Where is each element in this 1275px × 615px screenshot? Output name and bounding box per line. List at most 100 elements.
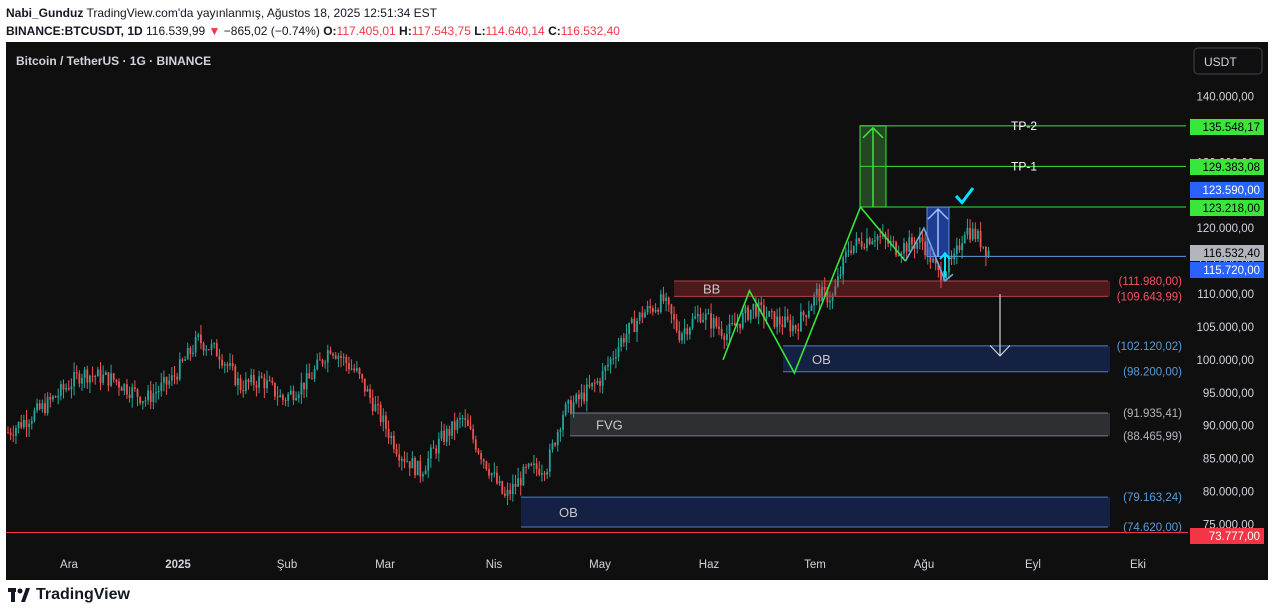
candle-body — [511, 483, 514, 495]
candle-body — [57, 395, 60, 398]
time-tick: Nis — [486, 559, 503, 571]
candle-body — [22, 419, 25, 428]
candle-body — [892, 241, 895, 243]
candle-body — [895, 241, 897, 256]
candle-body — [107, 372, 110, 386]
close-label: C: — [548, 24, 561, 38]
candle-body — [289, 390, 292, 395]
candle-body — [311, 378, 313, 380]
high-value: 117.543,75 — [411, 24, 471, 38]
candle-body — [250, 375, 253, 383]
candle-body — [562, 415, 564, 430]
candle-body — [905, 243, 908, 252]
price-tag-bg — [1190, 245, 1264, 261]
candle-body — [110, 373, 112, 386]
candle-body — [305, 373, 308, 390]
candle-body — [482, 459, 485, 462]
price-axis[interactable]: 140.000,00130.000,00120.000,00115.000,00… — [1188, 42, 1268, 554]
candle-body — [453, 421, 456, 430]
candle-body — [630, 318, 633, 323]
candle-body — [874, 240, 876, 242]
candle-body — [538, 469, 541, 475]
tradingview-logo[interactable]: TradingView — [8, 586, 130, 604]
chart-title: Bitcoin / TetherUS · 1G · BINANCE — [16, 54, 211, 68]
price-tag-value: 123.590,00 — [1202, 185, 1260, 197]
candle-body — [733, 323, 736, 326]
candle-body — [699, 314, 702, 322]
candle-body — [324, 362, 327, 364]
candle-body — [260, 376, 263, 378]
candle-body — [509, 489, 512, 495]
publish-line: Nabi_Gunduz TradingView.com'da yayınlanm… — [6, 4, 620, 22]
candle-body — [340, 356, 342, 358]
candle-body — [805, 315, 808, 318]
candle-body — [94, 375, 97, 377]
candle-body — [313, 369, 316, 379]
price-tick: 95.000,00 — [1203, 388, 1254, 400]
candle-body — [966, 227, 969, 235]
candle-body — [252, 375, 255, 385]
candle-body — [506, 489, 509, 496]
candle-body — [493, 472, 496, 474]
candle-body — [831, 295, 834, 301]
candle-body — [741, 313, 744, 328]
candle-body — [345, 356, 348, 364]
measure-arrow-icon — [927, 208, 949, 257]
candle-body — [821, 286, 823, 302]
candle-body — [231, 363, 234, 367]
candle-body — [556, 431, 559, 446]
candle-body — [551, 443, 554, 450]
candle-body — [469, 425, 472, 430]
candle-body — [41, 403, 44, 409]
candle-body — [614, 356, 617, 359]
high-label: H: — [399, 24, 412, 38]
candle-body — [197, 334, 200, 338]
candle-body — [369, 388, 371, 398]
candle-body — [786, 316, 789, 321]
candle-body — [205, 349, 208, 351]
candle-body — [139, 396, 142, 404]
candle-body — [934, 258, 937, 264]
candle-body — [28, 423, 31, 427]
candle-body — [945, 272, 948, 278]
candle-body — [242, 390, 245, 392]
candle-body — [744, 307, 747, 314]
candle-body — [464, 418, 467, 420]
price-tag: 73.777,00 — [1190, 528, 1264, 544]
candle-body — [784, 316, 786, 327]
candle-body — [707, 313, 710, 315]
zone-bottom-value: (109.643,99) — [1117, 291, 1182, 303]
candle-body — [303, 382, 305, 390]
candle-body — [419, 460, 422, 477]
candle-body — [879, 236, 882, 238]
candle-body — [971, 228, 974, 240]
candle-body — [350, 368, 353, 370]
candle-body — [813, 295, 816, 306]
candle-body — [924, 241, 927, 256]
candle-body — [176, 376, 179, 380]
candle-body — [377, 404, 379, 406]
candle-body — [770, 311, 773, 313]
time-tick: 2025 — [165, 559, 191, 571]
zone-bottom-value: (88.465,99) — [1123, 431, 1182, 443]
price-tick: 80.000,00 — [1203, 487, 1254, 499]
candle-body — [881, 234, 884, 237]
zones-layer: BB (111.980,00) (109.643,99) OB (102.120,02)… — [521, 276, 1182, 534]
candle-body — [168, 380, 171, 385]
close-value: 116.532,40 — [560, 24, 620, 38]
candle-body — [620, 338, 623, 347]
candle-body — [829, 300, 831, 303]
price-tick: 105.000,00 — [1196, 322, 1254, 334]
candle-body — [210, 344, 213, 350]
candle-body — [871, 241, 874, 245]
candle-body — [638, 312, 641, 321]
candle-body — [234, 366, 237, 386]
candle-body — [181, 359, 184, 361]
candle-body — [525, 466, 527, 468]
author-name[interactable]: Nabi_Gunduz — [6, 6, 84, 20]
currency-button[interactable]: USDT — [1193, 47, 1263, 75]
candle-body — [654, 309, 657, 312]
time-tick: Eyl — [1025, 559, 1041, 571]
time-axis[interactable]: Ara 2025 Şub Mar Nis May Haz Tem Ağu Eyl Eki — [6, 554, 1268, 579]
